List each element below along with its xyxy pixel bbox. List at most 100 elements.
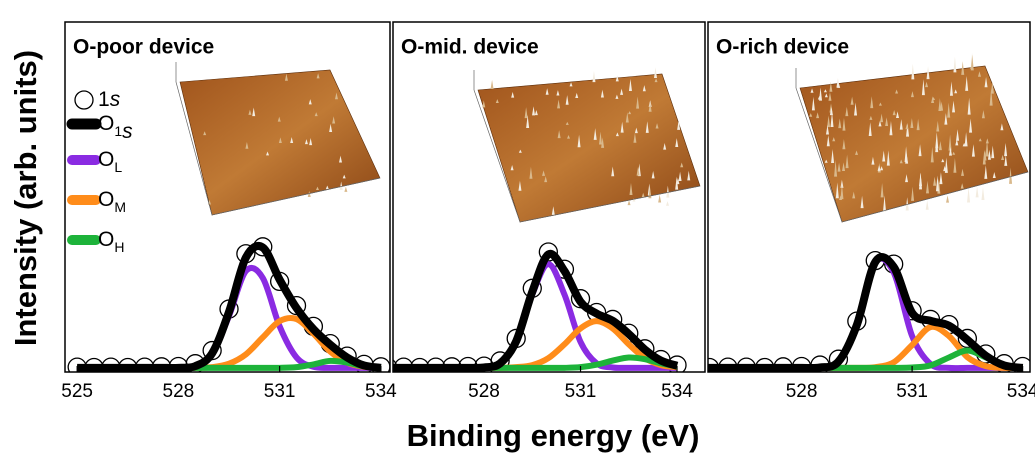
afm-spike <box>941 158 945 163</box>
afm-spike <box>885 117 889 126</box>
afm-spike <box>880 166 884 171</box>
afm-spike <box>911 63 915 80</box>
afm-spike <box>940 101 944 111</box>
afm-spike <box>628 78 632 91</box>
afm-spike <box>248 109 252 115</box>
afm-spike <box>266 151 270 156</box>
afm-spike <box>919 172 923 190</box>
afm-spike <box>970 54 974 71</box>
x-axis-label: Binding energy (eV) <box>407 418 700 453</box>
afm-spike <box>882 150 886 162</box>
panel-frame <box>64 21 391 373</box>
afm-spike <box>811 96 815 111</box>
afm-spike <box>615 75 619 82</box>
afm-spike <box>975 186 979 198</box>
afm-spike <box>482 100 486 108</box>
afm-spike <box>490 79 494 89</box>
afm-spike <box>828 92 832 101</box>
afm-spike <box>1004 142 1008 157</box>
afm-spike <box>987 149 991 160</box>
afm-spike <box>620 121 624 133</box>
panel-frame <box>707 21 1031 373</box>
afm-spike <box>990 81 994 94</box>
afm-spike <box>977 71 981 77</box>
legend-label: 1s <box>98 88 121 111</box>
afm-spike <box>495 99 499 104</box>
afm-spike <box>989 88 993 106</box>
fit-line <box>708 253 1024 372</box>
afm-spike <box>943 165 947 172</box>
afm-spike <box>855 150 859 155</box>
afm-spike <box>824 159 828 163</box>
afm-spike <box>953 158 957 173</box>
x-tick-label: 534 <box>365 381 397 402</box>
afm-spike <box>985 138 989 144</box>
afm-spike <box>921 79 925 96</box>
afm-spike <box>953 56 957 73</box>
afm-spike <box>837 82 841 88</box>
x-tick-label: 528 <box>468 381 500 402</box>
afm-spike <box>332 116 336 124</box>
afm-spike <box>967 187 971 203</box>
x-tick-label: 528 <box>786 381 818 402</box>
afm-spike <box>842 139 846 150</box>
afm-spike <box>870 96 874 109</box>
afm-spike <box>984 165 988 179</box>
afm-spike <box>278 137 282 143</box>
afm-spike <box>982 150 986 165</box>
afm-spike <box>810 88 814 93</box>
afm-spike <box>825 124 829 135</box>
afm-spike <box>809 113 813 117</box>
afm-spike <box>1004 155 1008 166</box>
afm-spike <box>557 130 561 139</box>
afm-spike <box>510 164 514 171</box>
afm-spike <box>845 106 849 117</box>
afm-image <box>477 73 701 223</box>
legend-marker <box>74 90 94 110</box>
afm-spike <box>344 186 348 192</box>
legend-label: O1s <box>98 112 133 143</box>
afm-spike <box>633 132 637 143</box>
afm-spike <box>860 195 864 209</box>
afm-spike <box>878 120 882 127</box>
afm-spike <box>936 120 940 132</box>
afm-spike <box>526 115 530 128</box>
afm-spike <box>663 143 667 150</box>
afm-spike <box>992 172 996 178</box>
afm-spike <box>845 154 849 169</box>
afm-spike <box>615 94 619 99</box>
afm-spike <box>666 185 670 198</box>
afm-spike <box>935 175 939 192</box>
afm-spike <box>601 137 605 148</box>
afm-spike <box>829 82 833 92</box>
afm-spike <box>905 123 909 130</box>
afm-spike <box>329 123 333 133</box>
fit-line <box>77 242 382 372</box>
afm-spike <box>826 135 830 147</box>
afm-spike <box>965 75 969 91</box>
afm-spike <box>906 122 910 137</box>
afm-spike <box>339 155 343 163</box>
panel-frame <box>392 21 706 373</box>
afm-spike <box>524 107 528 119</box>
afm-spike <box>939 172 943 185</box>
afm-spike <box>949 81 953 96</box>
afm-spike <box>677 120 681 130</box>
afm-spike <box>529 166 533 179</box>
afm-spike <box>829 107 833 116</box>
afm-spike <box>947 102 951 118</box>
afm-spike <box>1001 154 1005 160</box>
afm-spike <box>627 200 631 206</box>
afm-spike <box>880 183 884 198</box>
afm-spike <box>634 127 638 134</box>
afm-spike <box>551 206 555 215</box>
afm-spike <box>984 76 988 88</box>
afm-spike <box>642 85 646 92</box>
afm-spike <box>938 141 942 151</box>
afm-spike <box>895 89 899 94</box>
afm-spike <box>824 93 828 98</box>
afm-spike <box>816 112 820 119</box>
afm-spike <box>840 183 844 200</box>
afm-spike <box>869 115 873 120</box>
afm-spike <box>838 118 842 129</box>
